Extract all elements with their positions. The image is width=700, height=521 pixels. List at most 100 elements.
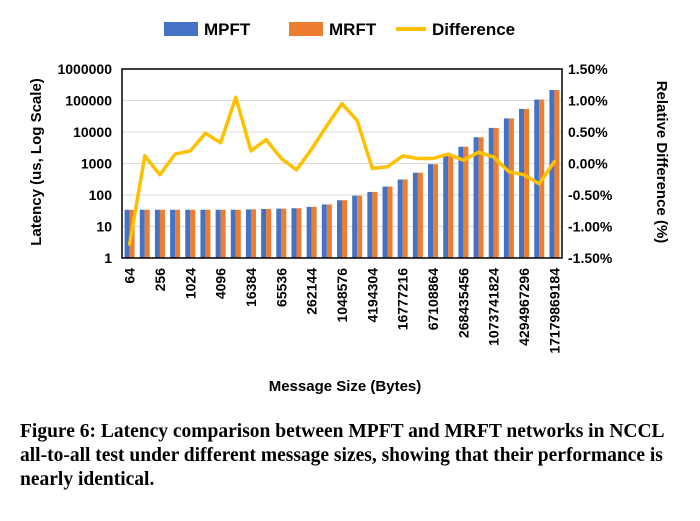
bar-mpft-32768 [261,208,267,258]
bar-mpft-16384 [245,209,251,258]
bar-mrft-8192 [235,209,241,258]
legend: MPFT MRFT Difference [164,20,515,39]
bar-mrft-536870912 [478,137,484,258]
x-axis-title: Message Size (Bytes) [269,378,422,395]
bar-mpft-2097152 [352,195,358,258]
bar-mrft-4194304 [372,191,378,258]
y-tick-label: 1000000 [57,61,112,77]
y2-axis-ticks: 1.50% 1.00% 0.50% 0.00% -0.50% -1.00% -1.50% [568,61,613,266]
bar-mrft-134217728 [448,155,454,258]
legend-swatch-mrft [289,22,323,36]
x-axis-ticks: 64 256 1024 4096 16384 65536 262144 1048576 4194… [122,268,563,354]
legend-label-difference: Difference [432,20,515,39]
x-tick-label: 1073741824 [486,268,502,346]
bar-mpft-16777216 [397,179,403,258]
latency-chart: MPFT MRFT Difference 1 10 100 1000 10000 100000… [28,20,670,395]
bar-mpft-128 [139,209,145,258]
y2-tick-label: 1.00% [568,93,608,109]
bar-mpft-33554432 [412,172,418,258]
bar-mpft-17179869184 [549,90,555,258]
bar-mrft-1024 [190,209,196,258]
bars [124,90,560,259]
bar-mrft-256 [159,209,165,258]
bar-mrft-2147483648 [508,118,514,258]
y-tick-label: 10000 [73,124,112,140]
x-tick-label: 4294967296 [516,268,532,346]
y2-tick-label: -1.50% [568,250,613,266]
bar-mpft-256 [154,209,160,258]
y-tick-label: 1000 [81,156,112,172]
bar-mrft-2097152 [357,195,363,258]
difference-series-line [127,95,557,246]
legend-swatch-mpft [164,22,198,36]
bar-mrft-33554432 [417,172,423,258]
y-tick-label: 10 [96,219,112,235]
bar-mpft-2048 [200,209,206,258]
legend-label-mpft: MPFT [204,20,251,39]
x-tick-label: 64 [122,268,138,284]
bar-mpft-1024 [185,209,191,258]
x-tick-label: 1048576 [334,268,350,323]
bar-mpft-536870912 [473,137,479,258]
bar-mpft-8589934592 [534,99,540,259]
plot-border [121,68,563,259]
bar-mrft-16777216 [402,179,408,258]
x-tick-label: 17179869184 [546,268,562,354]
bar-mpft-4096 [215,209,221,258]
x-tick-label: 1024 [182,268,198,299]
bar-mrft-4096 [220,209,226,258]
y2-tick-label: 0.00% [568,156,608,172]
x-tick-label: 4194304 [364,268,380,323]
y2-tick-label: -0.50% [568,187,613,203]
bar-mpft-1073741824 [488,127,494,258]
bar-mrft-1073741824 [493,127,499,258]
bar-mpft-8388608 [382,186,388,258]
bar-mpft-131072 [291,208,297,258]
y2-tick-label: 0.50% [568,124,608,140]
bar-mrft-2048 [205,209,211,258]
figure-caption: Figure 6: Latency comparison between MPF… [20,421,664,490]
bar-mpft-262144 [306,206,312,258]
y2-tick-label: 1.50% [568,61,608,77]
bar-mrft-262144 [311,206,317,258]
y-tick-label: 100000 [65,93,112,109]
bar-mpft-268435456 [458,146,464,258]
bar-mpft-2147483648 [503,118,509,258]
legend-label-mrft: MRFT [329,20,377,39]
y-tick-label: 100 [89,187,113,203]
bar-mpft-8192 [230,209,236,258]
plot-frame [121,68,563,259]
x-tick-label: 268435456 [455,268,471,338]
bar-mrft-8388608 [387,186,393,258]
bar-mrft-65536 [281,208,287,258]
bar-mpft-524288 [321,204,327,258]
bar-mpft-1048576 [337,200,342,258]
x-tick-label: 16384 [243,268,259,307]
x-tick-label: 16777216 [395,268,411,331]
bar-mpft-4294967296 [519,108,525,258]
y-axis-title: Latency (us, Log Scale) [28,78,45,246]
bar-mrft-67108864 [433,164,439,258]
y-axis-ticks: 1 10 100 1000 10000 100000 1000000 [57,61,112,266]
x-tick-label: 67108864 [425,268,441,331]
bar-mpft-134217728 [443,155,449,258]
bar-mpft-67108864 [428,164,434,258]
bar-mrft-32768 [266,208,272,258]
y-tick-label: 1 [104,250,112,266]
bar-mpft-4194304 [367,191,373,258]
bar-mrft-524288 [326,204,332,258]
bar-mrft-16384 [250,209,256,258]
difference-line [127,95,557,246]
bar-mrft-512 [175,209,181,258]
bar-mrft-131072 [296,208,302,258]
bar-mrft-1048576 [342,200,347,258]
bar-mrft-128 [144,209,150,258]
y2-tick-label: -1.00% [568,219,613,235]
bar-mrft-4294967296 [524,108,530,258]
bar-mpft-65536 [276,208,282,258]
bar-mrft-268435456 [463,146,469,258]
y2-axis-title: Relative Difference (%) [653,81,670,244]
x-tick-label: 256 [152,268,168,292]
x-tick-label: 65536 [273,268,289,307]
x-tick-label: 262144 [304,268,320,315]
